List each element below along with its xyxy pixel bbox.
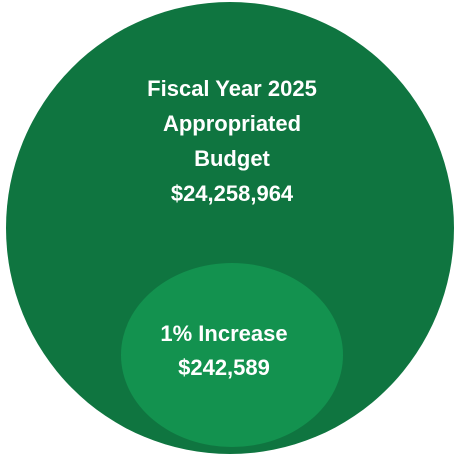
outer-label-line3: Budget	[194, 146, 270, 171]
outer-label-line2: Appropriated	[163, 111, 301, 136]
inner-increase-amount: $242,589	[178, 355, 270, 380]
outer-budget-amount: $24,258,964	[171, 181, 294, 206]
outer-label-line1: Fiscal Year 2025	[147, 76, 317, 101]
inner-label-line1: 1% Increase	[160, 321, 287, 346]
inner-increase-circle	[121, 263, 343, 447]
outer-budget-circle	[6, 2, 454, 454]
